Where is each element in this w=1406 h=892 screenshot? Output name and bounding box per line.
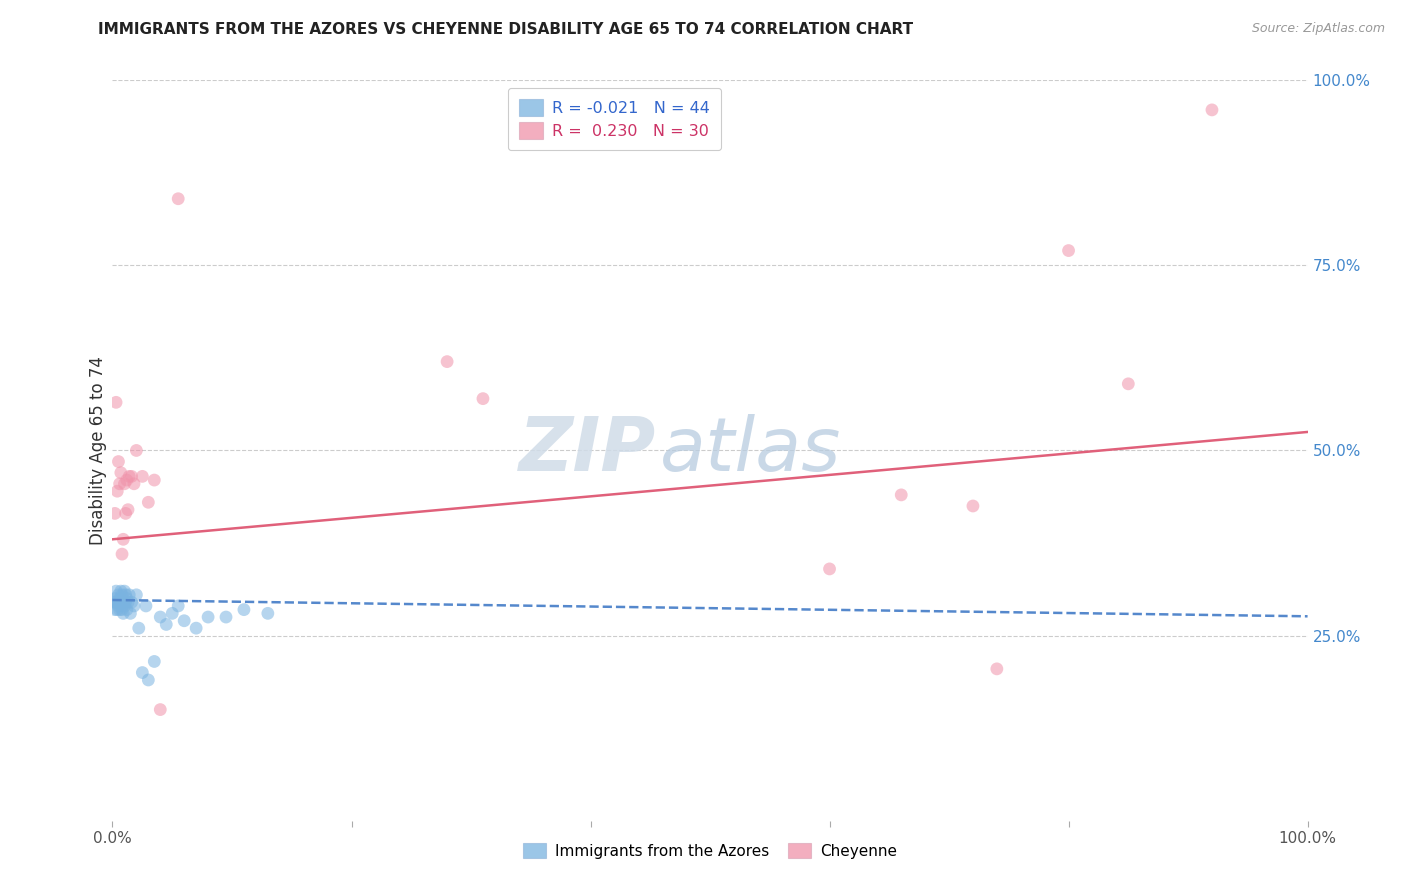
Point (111, 547, 134, 561)
Point (143, 655, 166, 669)
Point (114, 595, 136, 609)
Point (197, 610, 219, 624)
Text: ZIP: ZIP (519, 414, 657, 487)
Point (108, 602, 131, 616)
Point (472, 392, 495, 406)
Point (115, 591, 138, 606)
Point (257, 607, 280, 621)
Point (122, 476, 145, 491)
Point (104, 507, 127, 521)
Point (105, 595, 128, 609)
Point (114, 476, 135, 491)
Point (138, 673, 160, 687)
Point (143, 473, 166, 487)
Point (215, 610, 238, 624)
Point (118, 588, 141, 602)
Point (131, 665, 153, 680)
Point (155, 617, 177, 632)
Point (436, 354, 458, 368)
Point (120, 607, 142, 621)
Point (117, 502, 139, 516)
Text: Source: ZipAtlas.com: Source: ZipAtlas.com (1251, 22, 1385, 36)
Text: IMMIGRANTS FROM THE AZORES VS CHEYENNE DISABILITY AGE 65 TO 74 CORRELATION CHART: IMMIGRANTS FROM THE AZORES VS CHEYENNE D… (98, 22, 914, 37)
Point (173, 614, 195, 628)
Point (115, 473, 138, 487)
Point (1118, 376, 1140, 391)
Point (105, 484, 128, 499)
Point (118, 469, 141, 483)
Point (138, 495, 160, 509)
Point (125, 588, 148, 602)
Point (104, 591, 127, 606)
Point (104, 602, 127, 616)
Point (110, 466, 132, 480)
Point (107, 454, 129, 468)
Point (890, 488, 912, 502)
Point (986, 662, 1008, 676)
Point (1201, 103, 1223, 117)
Point (149, 610, 172, 624)
Point (1057, 244, 1080, 258)
Point (186, 621, 208, 635)
Point (111, 588, 134, 602)
Point (112, 533, 135, 547)
Point (962, 499, 984, 513)
Point (114, 599, 135, 613)
Point (128, 621, 150, 635)
Point (114, 584, 135, 599)
Point (114, 588, 136, 602)
Y-axis label: Disability Age 65 to 74: Disability Age 65 to 74 (89, 356, 107, 545)
Point (117, 595, 139, 609)
Point (167, 599, 190, 613)
Point (111, 602, 134, 616)
Point (233, 602, 256, 616)
Point (105, 602, 128, 616)
Point (108, 591, 131, 606)
Point (121, 595, 143, 609)
Point (105, 595, 128, 609)
Point (131, 469, 153, 483)
Point (107, 588, 129, 602)
Point (108, 476, 131, 491)
Point (122, 599, 145, 613)
Point (818, 562, 841, 576)
Legend: Immigrants from the Azores, Cheyenne: Immigrants from the Azores, Cheyenne (517, 837, 903, 865)
Point (167, 192, 190, 206)
Point (110, 595, 132, 609)
Point (149, 703, 172, 717)
Point (162, 607, 183, 621)
Point (115, 602, 138, 616)
Point (125, 443, 148, 458)
Point (114, 507, 136, 521)
Point (105, 395, 128, 409)
Point (112, 607, 135, 621)
Point (121, 469, 143, 483)
Text: atlas: atlas (659, 415, 841, 486)
Point (112, 595, 135, 609)
Point (107, 599, 129, 613)
Point (110, 584, 132, 599)
Point (103, 595, 125, 609)
Point (105, 584, 128, 599)
Point (135, 599, 157, 613)
